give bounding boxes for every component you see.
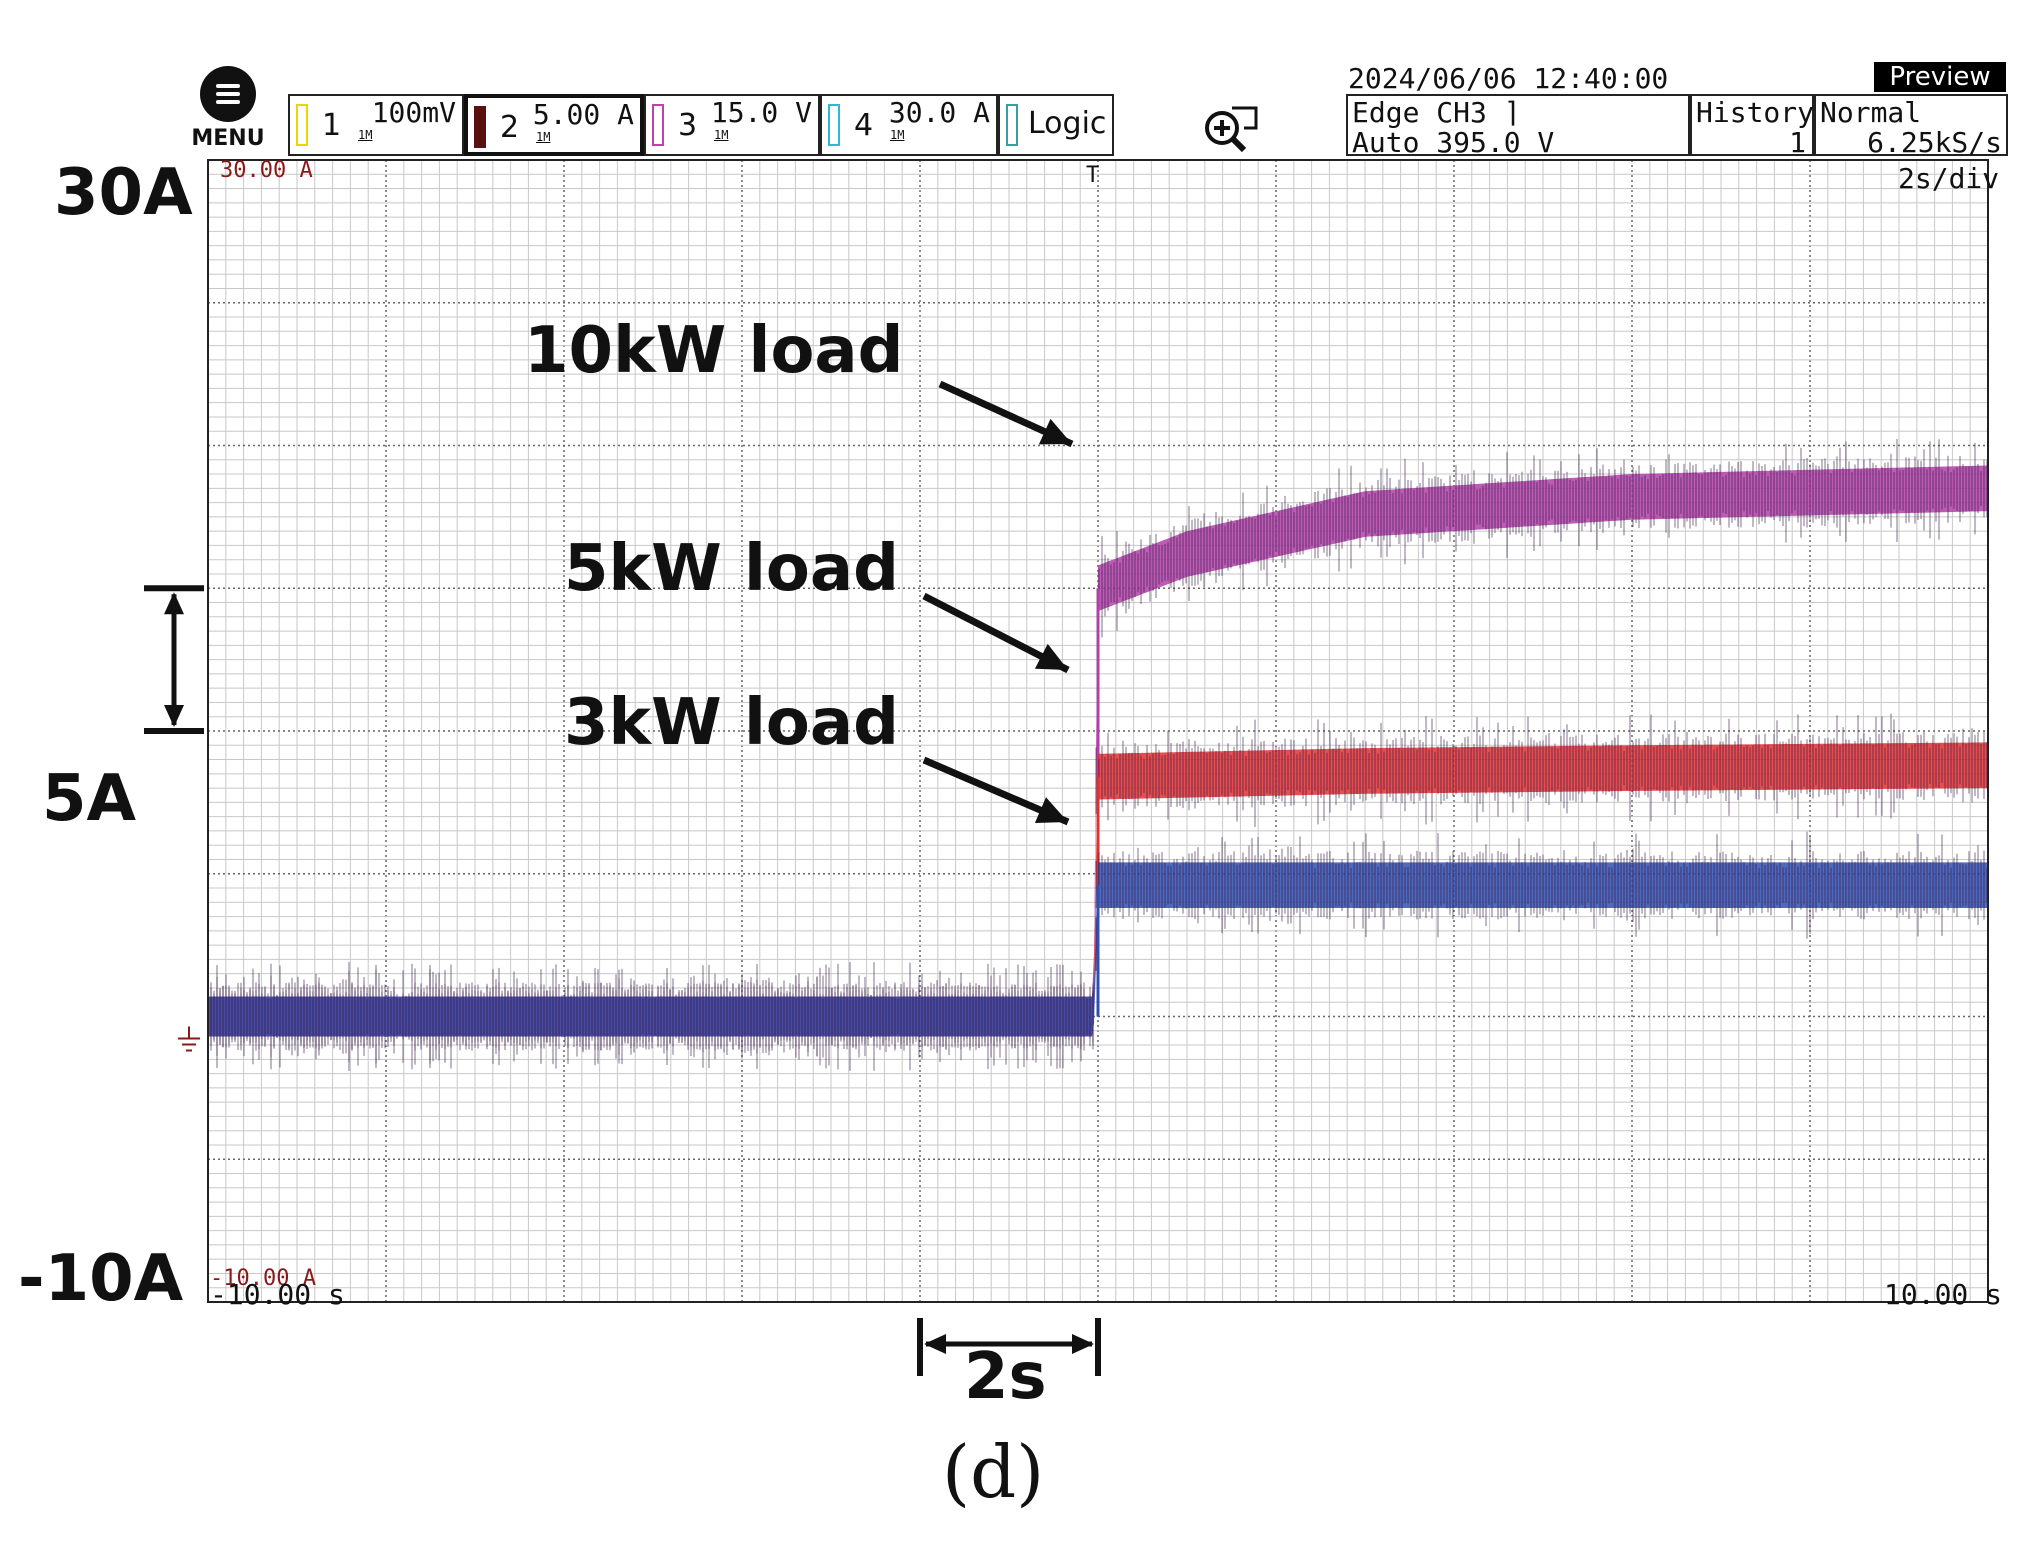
ch2-top-scale-label: 30.00 A: [220, 158, 313, 183]
channel-1-scale: 100mV: [371, 96, 456, 129]
logic-color-bar: [1006, 104, 1018, 146]
logic-label: Logic: [1028, 106, 1107, 141]
time-bar-2s: [917, 1318, 1101, 1376]
channel-4-color-bar: [828, 104, 840, 146]
channel-1-number: 1: [322, 108, 342, 143]
history-value: 1: [1789, 126, 1806, 159]
channel-4-tab[interactable]: 4 1M 30.0 A: [820, 94, 998, 156]
y-top-annotation: 30A: [54, 156, 193, 230]
channel-3-impedance: 1M: [714, 128, 729, 142]
history-box[interactable]: History 1: [1690, 94, 1815, 159]
plot-frame: [207, 159, 1989, 1303]
scale-bar-label: 5A: [42, 762, 137, 836]
ground-marker-icon: [178, 1026, 200, 1052]
channel-1-tab[interactable]: 1 1M 100mV: [288, 94, 464, 156]
label-3kw: 3kW load: [564, 686, 899, 760]
scale-bar-5a: [144, 585, 204, 734]
annotation-arrowhead: [1034, 643, 1068, 670]
annotation-arrowhead: [1038, 418, 1072, 445]
menu-button[interactable]: MENU: [188, 66, 268, 156]
channel-3-number: 3: [678, 108, 698, 143]
channel-4-number: 4: [854, 108, 874, 143]
scale-bar-arrowhead: [164, 705, 184, 727]
channel-2-color-bar: [474, 106, 486, 148]
y-bottom-annotation: -10A: [18, 1242, 184, 1316]
time-end-label: 10.00 s: [1884, 1278, 2003, 1311]
preview-badge: Preview: [1874, 62, 2006, 92]
channel-1-color-bar: [296, 104, 308, 146]
acquisition-mode-box[interactable]: Normal 6.25kS/s: [1814, 94, 2008, 159]
time-bar-label: 2s: [964, 1340, 1047, 1414]
trigger-level: Auto 395.0 V: [1352, 126, 1555, 159]
trigger-settings[interactable]: Edge CH3 ⌉ Auto 395.0 V: [1346, 94, 1690, 159]
trigger-source: Edge CH3 ⌉: [1352, 96, 1521, 129]
time-bar-arrowhead: [1072, 1334, 1094, 1354]
channel-4-scale: 30.0 A: [888, 96, 990, 129]
trace-band: [208, 465, 1988, 1037]
history-label: History: [1696, 96, 1815, 129]
channel-3-tab[interactable]: 3 1M 15.0 V: [644, 94, 820, 156]
time-div-label: 2s/div: [1898, 162, 2000, 195]
channel-2-tab[interactable]: 2 1M 5.00 A: [464, 94, 644, 156]
menu-icon: [200, 66, 256, 122]
annotation-arrows: [922, 380, 1074, 826]
traces: [207, 438, 1988, 1072]
menu-label: MENU: [191, 126, 265, 151]
time-start-label: -10.00 s: [210, 1278, 345, 1311]
channel-2-impedance: 1M: [536, 130, 551, 144]
ch2-bottom-scale-label: -10.00 A: [210, 1266, 316, 1291]
channel-1-impedance: 1M: [358, 128, 373, 142]
sample-rate: 6.25kS/s: [1867, 126, 2002, 159]
channel-2-scale: 5.00 A: [532, 98, 634, 131]
trace-3kw-load: [207, 831, 1988, 1071]
scale-bar-arrowhead: [164, 592, 184, 615]
channel-3-color-bar: [652, 104, 664, 146]
timestamp: 2024/06/06 12:40:00: [1348, 62, 1669, 95]
logic-tab[interactable]: Logic: [998, 94, 1114, 156]
channel-4-impedance: 1M: [890, 128, 905, 142]
label-5kw: 5kW load: [564, 532, 899, 606]
channel-2-number: 2: [500, 110, 520, 145]
label-10kw: 10kW load: [524, 314, 904, 388]
time-bar-arrowhead: [924, 1334, 946, 1354]
zoom-icon[interactable]: [1198, 98, 1264, 158]
channel-3-scale: 15.0 V: [710, 96, 812, 129]
annotation-arrowhead: [1034, 797, 1068, 823]
trigger-marker: T: [1086, 163, 1099, 188]
figure-caption: (d): [942, 1430, 1045, 1514]
mode-label: Normal: [1820, 96, 1922, 129]
